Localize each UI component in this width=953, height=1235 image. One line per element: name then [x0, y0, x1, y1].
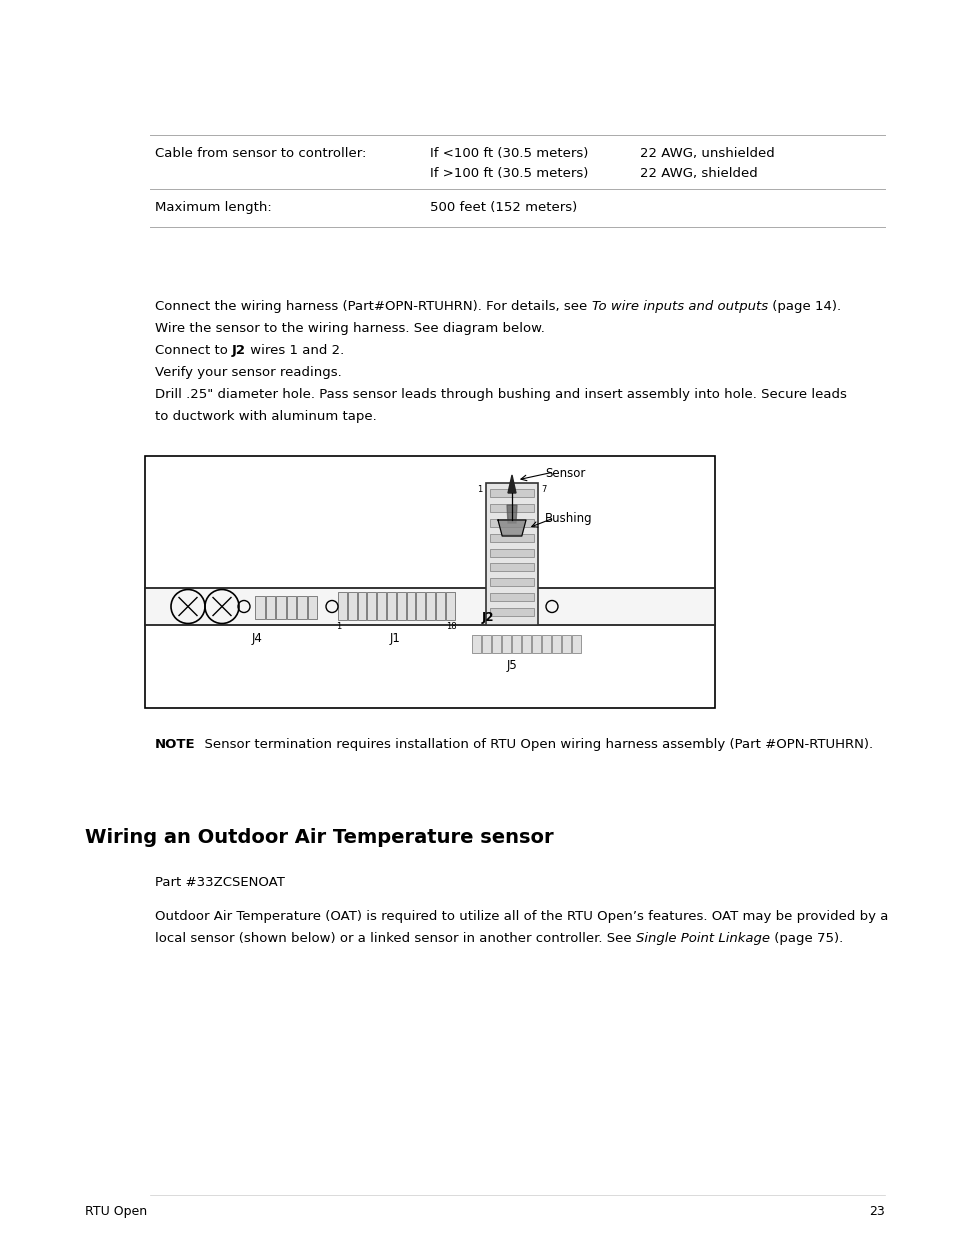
Text: To wire inputs and outputs: To wire inputs and outputs	[591, 300, 767, 312]
Text: RTU Open: RTU Open	[85, 1205, 147, 1218]
Bar	[426, 592, 435, 620]
Bar	[296, 597, 306, 619]
Text: If <100 ft (30.5 meters): If <100 ft (30.5 meters)	[430, 147, 588, 161]
Text: Single Point Linkage: Single Point Linkage	[636, 932, 769, 945]
Bar	[367, 592, 375, 620]
Text: 22 AWG, shielded: 22 AWG, shielded	[639, 167, 757, 180]
Bar	[265, 597, 274, 619]
Bar	[490, 593, 534, 601]
Bar	[307, 597, 316, 619]
Text: J1: J1	[389, 632, 400, 645]
Polygon shape	[506, 505, 517, 522]
Bar	[552, 635, 560, 653]
Bar	[348, 592, 356, 620]
Text: Cable from sensor to controller:: Cable from sensor to controller:	[154, 147, 366, 161]
Bar	[387, 592, 395, 620]
Bar	[490, 519, 534, 527]
Text: 22 AWG, unshielded: 22 AWG, unshielded	[639, 147, 774, 161]
Bar	[357, 592, 366, 620]
Bar	[490, 563, 534, 572]
Bar	[376, 592, 386, 620]
Bar	[436, 592, 444, 620]
Bar	[490, 608, 534, 616]
Bar	[481, 635, 491, 653]
Text: 500 feet (152 meters): 500 feet (152 meters)	[430, 201, 577, 214]
Bar	[492, 635, 500, 653]
Text: 18: 18	[445, 622, 456, 631]
Bar	[337, 592, 347, 620]
Text: (page 75).: (page 75).	[769, 932, 842, 945]
Bar	[521, 635, 531, 653]
Text: 1: 1	[336, 622, 341, 631]
Text: J2: J2	[232, 345, 246, 357]
Bar	[541, 635, 551, 653]
Bar	[445, 592, 455, 620]
Text: Connect the wiring harness (Part#OPN-RTUHRN). For details, see: Connect the wiring harness (Part#OPN-RTU…	[154, 300, 591, 312]
Bar	[396, 592, 405, 620]
Text: Verify your sensor readings.: Verify your sensor readings.	[154, 366, 341, 379]
Text: Drill .25" diameter hole. Pass sensor leads through bushing and insert assembly : Drill .25" diameter hole. Pass sensor le…	[154, 388, 846, 401]
Bar	[572, 635, 580, 653]
Text: Bushing: Bushing	[544, 513, 592, 525]
Text: J2: J2	[481, 610, 494, 624]
Text: 7: 7	[540, 485, 546, 494]
Text: Sensor: Sensor	[544, 467, 585, 480]
Polygon shape	[497, 520, 525, 536]
Bar	[145, 456, 714, 708]
Bar	[275, 597, 285, 619]
Bar	[490, 578, 534, 587]
Text: Part #33ZCSENOAT: Part #33ZCSENOAT	[154, 876, 285, 889]
Polygon shape	[507, 475, 516, 493]
Text: Connect to: Connect to	[154, 345, 232, 357]
Text: Wiring an Outdoor Air Temperature sensor: Wiring an Outdoor Air Temperature sensor	[85, 827, 553, 847]
Bar	[490, 504, 534, 511]
Text: Sensor termination requires installation of RTU Open wiring harness assembly (Pa: Sensor termination requires installation…	[195, 739, 872, 751]
Text: local sensor (shown below) or a linked sensor in another controller. See: local sensor (shown below) or a linked s…	[154, 932, 636, 945]
Bar	[532, 635, 540, 653]
Bar	[416, 592, 425, 620]
Bar	[145, 588, 714, 625]
Text: If >100 ft (30.5 meters): If >100 ft (30.5 meters)	[430, 167, 588, 180]
Text: to ductwork with aluminum tape.: to ductwork with aluminum tape.	[154, 410, 376, 424]
Text: J5: J5	[506, 659, 517, 672]
Text: J4: J4	[252, 632, 262, 645]
Bar	[512, 635, 520, 653]
Bar	[286, 597, 295, 619]
Text: (page 14).: (page 14).	[767, 300, 840, 312]
Text: Outdoor Air Temperature (OAT) is required to utilize all of the RTU Open’s featu: Outdoor Air Temperature (OAT) is require…	[154, 910, 887, 923]
Bar	[501, 635, 511, 653]
Text: Wire the sensor to the wiring harness. See diagram below.: Wire the sensor to the wiring harness. S…	[154, 322, 544, 335]
Text: NOTE: NOTE	[154, 739, 195, 751]
Bar	[406, 592, 415, 620]
Bar	[254, 597, 264, 619]
Bar	[485, 483, 537, 625]
Bar	[561, 635, 571, 653]
Bar	[472, 635, 480, 653]
Bar	[490, 548, 534, 557]
Bar	[490, 534, 534, 542]
Text: Maximum length:: Maximum length:	[154, 201, 272, 214]
Bar	[490, 489, 534, 496]
Text: 1: 1	[476, 485, 482, 494]
Text: 23: 23	[868, 1205, 884, 1218]
Text: wires 1 and 2.: wires 1 and 2.	[246, 345, 344, 357]
